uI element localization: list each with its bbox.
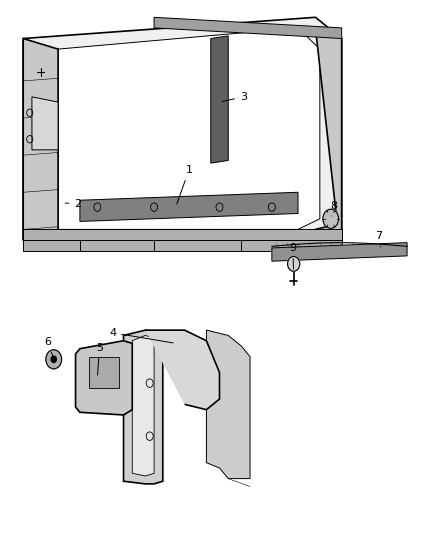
Polygon shape <box>271 243 406 261</box>
Text: 5: 5 <box>96 343 103 375</box>
Circle shape <box>51 356 56 362</box>
Circle shape <box>46 350 61 369</box>
Polygon shape <box>32 97 58 150</box>
Text: 2: 2 <box>65 199 81 209</box>
Polygon shape <box>23 17 341 240</box>
Circle shape <box>287 256 299 271</box>
Text: 3: 3 <box>222 92 247 102</box>
Polygon shape <box>75 341 132 415</box>
Text: 1: 1 <box>177 165 192 204</box>
Polygon shape <box>132 335 154 476</box>
Polygon shape <box>23 229 341 251</box>
Text: 4: 4 <box>109 328 173 343</box>
Polygon shape <box>58 28 319 229</box>
Text: 9: 9 <box>289 243 296 269</box>
Polygon shape <box>210 36 228 163</box>
Polygon shape <box>145 330 219 410</box>
Polygon shape <box>154 17 341 38</box>
Text: 8: 8 <box>329 200 336 216</box>
Polygon shape <box>23 38 58 240</box>
Polygon shape <box>315 28 341 240</box>
Polygon shape <box>206 330 250 479</box>
Polygon shape <box>80 192 297 221</box>
FancyBboxPatch shape <box>88 357 119 389</box>
FancyBboxPatch shape <box>36 330 232 500</box>
Text: 7: 7 <box>374 231 381 247</box>
Polygon shape <box>123 330 162 484</box>
Circle shape <box>322 209 338 228</box>
Text: 6: 6 <box>45 337 53 357</box>
